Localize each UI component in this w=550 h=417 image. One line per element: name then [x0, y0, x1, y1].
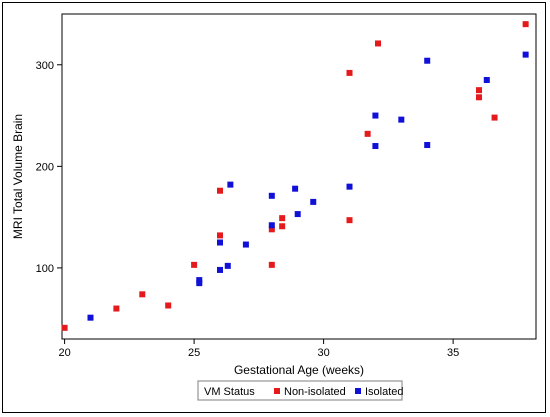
data-points	[61, 21, 529, 331]
point-non-isolated	[346, 217, 353, 224]
y-tick-label: 300	[36, 60, 54, 72]
point-non-isolated	[217, 232, 223, 239]
plot-area	[61, 13, 537, 340]
point-non-isolated	[139, 291, 146, 298]
y-axis: 100 200 300	[36, 60, 62, 275]
point-isolated	[294, 211, 301, 218]
x-tick-label: 30	[317, 347, 329, 359]
point-isolated	[372, 112, 379, 119]
point-isolated	[292, 185, 299, 192]
point-isolated	[346, 183, 353, 190]
point-non-isolated	[268, 261, 275, 268]
point-non-isolated	[217, 187, 223, 194]
x-tick-label: 35	[447, 347, 459, 359]
point-isolated	[398, 116, 405, 123]
point-non-isolated	[476, 94, 483, 101]
x-axis: 20 25 30 35	[58, 339, 459, 359]
x-tick-label: 20	[58, 347, 70, 359]
legend-marker-isolated	[355, 388, 361, 394]
point-non-isolated	[165, 302, 172, 309]
point-non-isolated	[476, 87, 483, 94]
point-isolated	[268, 192, 275, 199]
y-tick-label: 200	[36, 161, 54, 173]
point-isolated	[268, 222, 275, 229]
legend: VM Status Non-isolated Isolated	[197, 380, 404, 401]
point-isolated	[196, 277, 203, 284]
point-isolated	[522, 51, 529, 58]
point-isolated	[424, 57, 431, 64]
y-axis-title: MRI Total Volume Brain	[11, 114, 25, 239]
y-tick-label: 100	[36, 263, 54, 275]
legend-label-isolated: Isolated	[365, 386, 404, 398]
legend-label-non-isolated: Non-isolated	[284, 386, 346, 398]
point-isolated	[87, 314, 94, 321]
point-non-isolated	[113, 305, 120, 312]
legend-box	[197, 380, 403, 401]
x-tick-label: 25	[188, 347, 200, 359]
point-non-isolated	[491, 114, 498, 121]
x-axis-title: Gestational Age (weeks)	[234, 363, 364, 377]
point-non-isolated	[268, 226, 275, 233]
legend-title: VM Status	[204, 386, 255, 398]
point-isolated	[217, 266, 223, 273]
point-isolated	[424, 142, 431, 149]
legend-marker-non-isolated	[274, 388, 280, 394]
point-non-isolated	[364, 130, 371, 137]
point-non-isolated	[375, 40, 381, 47]
point-isolated	[227, 181, 234, 188]
point-isolated	[196, 280, 203, 287]
point-non-isolated	[346, 69, 353, 76]
point-non-isolated	[279, 223, 286, 230]
point-isolated	[217, 239, 223, 246]
point-isolated	[224, 262, 231, 269]
point-isolated	[242, 241, 249, 248]
point-non-isolated	[279, 215, 286, 222]
point-non-isolated	[191, 261, 198, 268]
point-isolated	[310, 198, 317, 205]
point-non-isolated	[61, 324, 68, 331]
point-non-isolated	[522, 21, 529, 28]
point-isolated	[372, 143, 379, 150]
point-isolated	[483, 77, 490, 84]
